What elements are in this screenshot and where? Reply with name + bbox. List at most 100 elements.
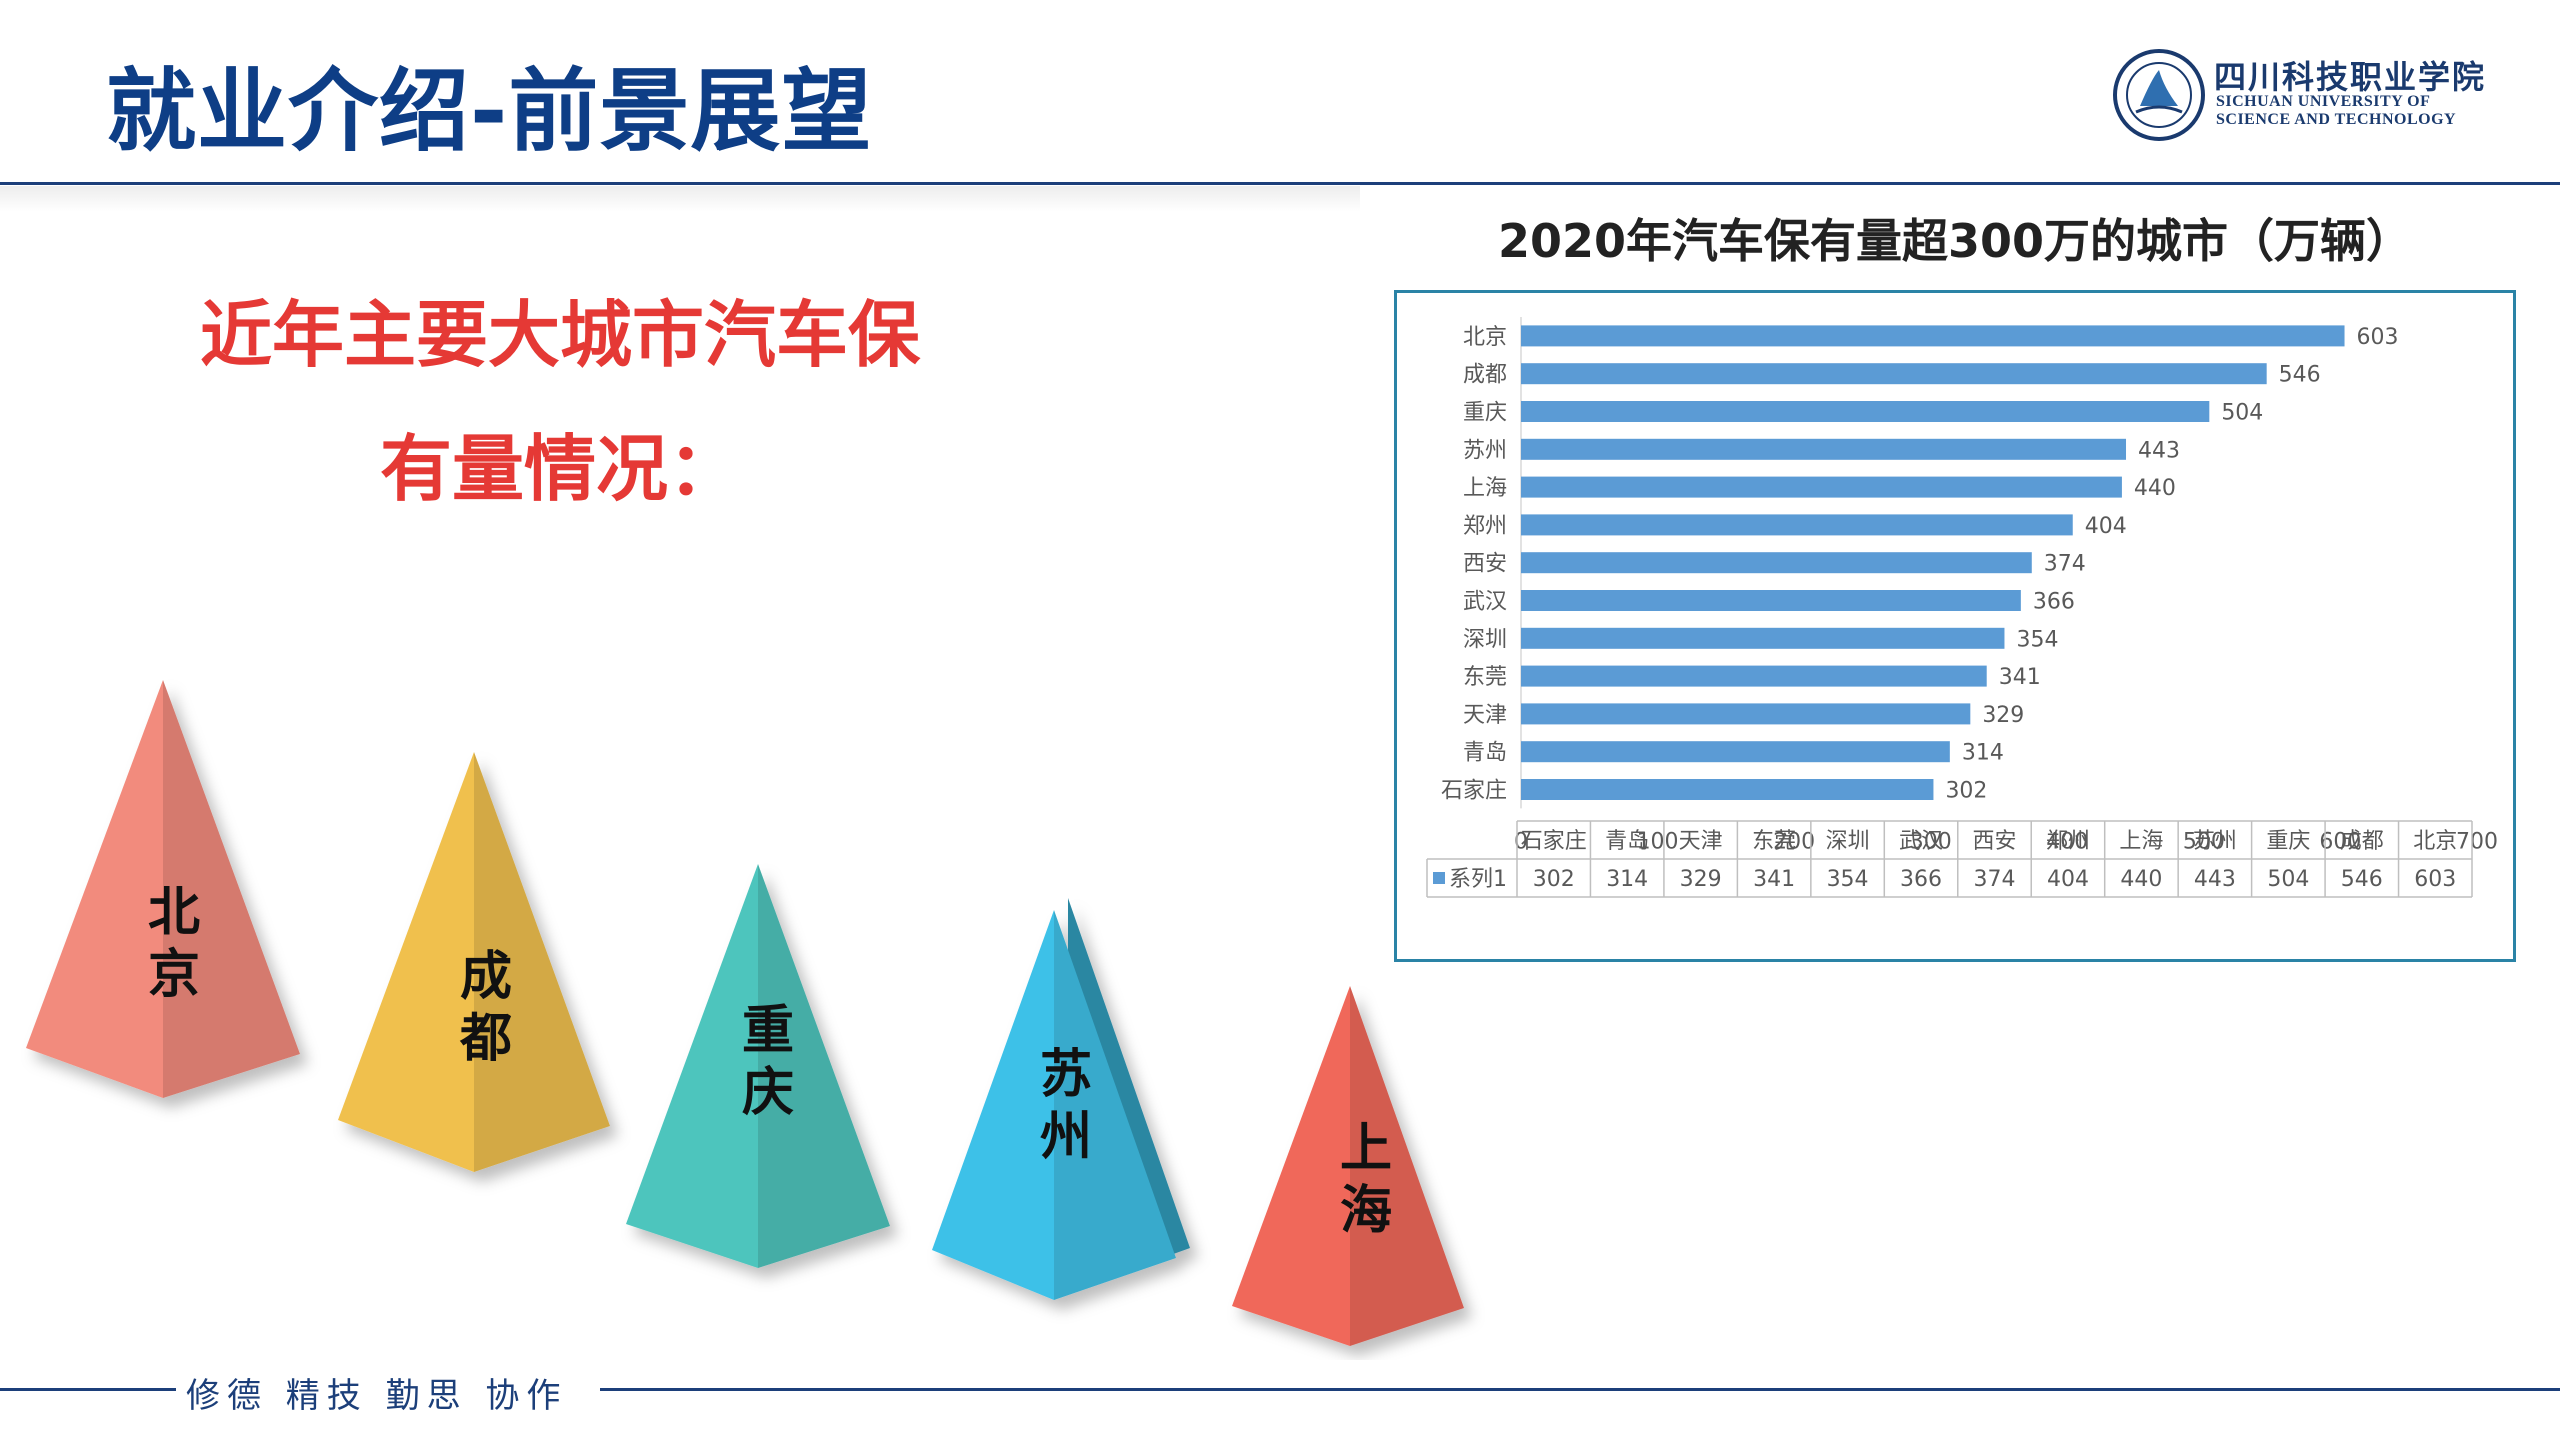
table-header-cell: 东莞 bbox=[1752, 829, 1796, 854]
pyramid-label-beijing: 北京 bbox=[147, 883, 200, 1005]
y-tick-label: 青岛 bbox=[1463, 741, 1507, 766]
chart-title: 2020年汽车保有量超300万的城市（万辆） bbox=[1497, 214, 2413, 268]
y-tick-label: 郑州 bbox=[1463, 514, 1507, 539]
data-label: 504 bbox=[2221, 401, 2263, 426]
table-header-cell: 上海 bbox=[2119, 829, 2163, 854]
table-header-cell: 青岛 bbox=[1605, 829, 1649, 854]
y-tick-label: 天津 bbox=[1463, 703, 1507, 728]
pyramid-left-face bbox=[626, 864, 758, 1268]
table-value-cell: 302 bbox=[1533, 867, 1575, 892]
bar-北京 bbox=[1521, 325, 2345, 347]
data-label: 329 bbox=[1982, 703, 2024, 728]
pyramid-right-face bbox=[1350, 986, 1464, 1346]
pyramid-label-chengdu: 成都 bbox=[459, 947, 512, 1069]
bar-郑州 bbox=[1521, 514, 2073, 536]
intro-line-2: 有量情况： bbox=[379, 427, 740, 511]
university-logo: 四川科技职业学院 SICHUAN UNIVERSITY OF SCIENCE A… bbox=[2112, 48, 2560, 148]
table-value-cell: 374 bbox=[1974, 867, 2016, 892]
pyramid-right-face bbox=[1054, 910, 1176, 1300]
data-label: 366 bbox=[2033, 590, 2075, 615]
footer-divider-right bbox=[600, 1388, 2560, 1391]
table-value-cell: 329 bbox=[1680, 867, 1722, 892]
y-tick-label: 苏州 bbox=[1463, 438, 1507, 463]
data-label: 374 bbox=[2044, 552, 2086, 577]
footer-motto: 修德 精技 勤思 协作 bbox=[186, 1376, 568, 1416]
intro-text: 近年主要大城市汽车保 有量情况： bbox=[160, 268, 960, 536]
pyramid-left-face bbox=[338, 752, 474, 1172]
y-tick-label: 深圳 bbox=[1463, 627, 1507, 652]
pyramid-label-suzhou: 苏州 bbox=[1039, 1045, 1092, 1167]
data-label: 443 bbox=[2138, 438, 2180, 463]
pyramid-left-face bbox=[1232, 986, 1350, 1346]
pyramid-label-shanghai: 上海 bbox=[1339, 1119, 1392, 1241]
table-value-cell: 443 bbox=[2194, 867, 2236, 892]
table-value-cell: 546 bbox=[2341, 867, 2383, 892]
x-tick-label: 600 bbox=[2319, 829, 2361, 854]
y-tick-label: 西安 bbox=[1463, 552, 1507, 577]
bar-成都 bbox=[1521, 363, 2267, 385]
data-label: 302 bbox=[1945, 779, 1987, 804]
data-label: 546 bbox=[2279, 363, 2321, 388]
y-tick-label: 重庆 bbox=[1463, 401, 1507, 426]
city-pyramids: 北京 成都 重庆 苏州 上海 bbox=[0, 640, 1500, 1360]
x-tick-label: 500 bbox=[2183, 829, 2225, 854]
data-label: 314 bbox=[1962, 741, 2004, 766]
pyramid-0 bbox=[26, 680, 300, 1098]
pyramid-left-face bbox=[932, 910, 1054, 1300]
footer-divider-left bbox=[0, 1388, 176, 1391]
intro-line-1: 近年主要大城市汽车保 bbox=[199, 293, 920, 377]
y-tick-label: 北京 bbox=[1463, 325, 1507, 350]
y-tick-label: 石家庄 bbox=[1441, 779, 1507, 804]
table-value-cell: 354 bbox=[1827, 867, 1869, 892]
x-tick-label: 100 bbox=[1637, 829, 1679, 854]
data-label: 404 bbox=[2085, 514, 2127, 539]
table-value-cell: 440 bbox=[2120, 867, 2162, 892]
pyramid-4 bbox=[1232, 986, 1464, 1346]
bar-东莞 bbox=[1521, 665, 1987, 687]
x-tick-label: 400 bbox=[2046, 829, 2088, 854]
university-seal-icon bbox=[2113, 49, 2205, 141]
bar-石家庄 bbox=[1521, 779, 1934, 800]
bar-chart: 北京 603 成都 546 重庆 504 苏州 443 上海 440 郑州 404 西安 374 武汉 366… bbox=[1426, 317, 2498, 898]
table-value-cell: 341 bbox=[1753, 867, 1795, 892]
bar-深圳 bbox=[1521, 627, 2005, 649]
table-value-cell: 314 bbox=[1606, 867, 1648, 892]
data-label: 341 bbox=[1999, 665, 2041, 690]
table-header-cell: 深圳 bbox=[1826, 829, 1870, 854]
logo-name-cn: 四川科技职业学院 bbox=[2214, 58, 2487, 96]
pyramid-right-face bbox=[758, 864, 890, 1268]
pyramid-2 bbox=[626, 864, 890, 1268]
pyramid-label-chongqing: 重庆 bbox=[741, 1001, 794, 1123]
page-title: 就业介绍-前景展望 bbox=[106, 59, 873, 164]
y-tick-label: 东莞 bbox=[1463, 665, 1507, 690]
pyramid-1 bbox=[338, 752, 610, 1172]
data-label: 603 bbox=[2357, 325, 2399, 350]
table-header-cell: 重庆 bbox=[2266, 829, 2310, 854]
table-header-cell: 北京 bbox=[2413, 829, 2457, 854]
pyramid-right-face bbox=[163, 680, 300, 1098]
header-divider bbox=[0, 182, 2560, 185]
table-header-cell: 成都 bbox=[2340, 829, 2384, 854]
y-tick-label: 上海 bbox=[1463, 476, 1507, 501]
header-shadow bbox=[0, 186, 1360, 212]
table-header-cell: 天津 bbox=[1679, 829, 1723, 854]
table-value-cell: 504 bbox=[2267, 867, 2309, 892]
bar-天津 bbox=[1521, 703, 1971, 725]
data-label: 440 bbox=[2134, 476, 2176, 501]
y-tick-label: 武汉 bbox=[1463, 590, 1507, 615]
logo-name-en-line2: SCIENCE AND TECHNOLOGY bbox=[2216, 111, 2457, 128]
data-label: 354 bbox=[2016, 627, 2058, 652]
x-tick-label: 200 bbox=[1773, 829, 1815, 854]
table-header-cell: 苏州 bbox=[2193, 829, 2237, 854]
table-value-cell: 603 bbox=[2414, 867, 2456, 892]
bar-上海 bbox=[1521, 476, 2122, 498]
y-tick-label: 成都 bbox=[1463, 363, 1507, 388]
x-tick-label: 700 bbox=[2456, 829, 2498, 854]
table-header-cell: 石家庄 bbox=[1521, 829, 1587, 854]
pyramid-right-face bbox=[474, 752, 610, 1172]
x-tick-label: 300 bbox=[1910, 829, 1952, 854]
bar-重庆 bbox=[1521, 401, 2210, 422]
table-header-cell: 西安 bbox=[1972, 829, 2016, 854]
bar-西安 bbox=[1521, 552, 2032, 574]
bar-武汉 bbox=[1521, 590, 2021, 611]
